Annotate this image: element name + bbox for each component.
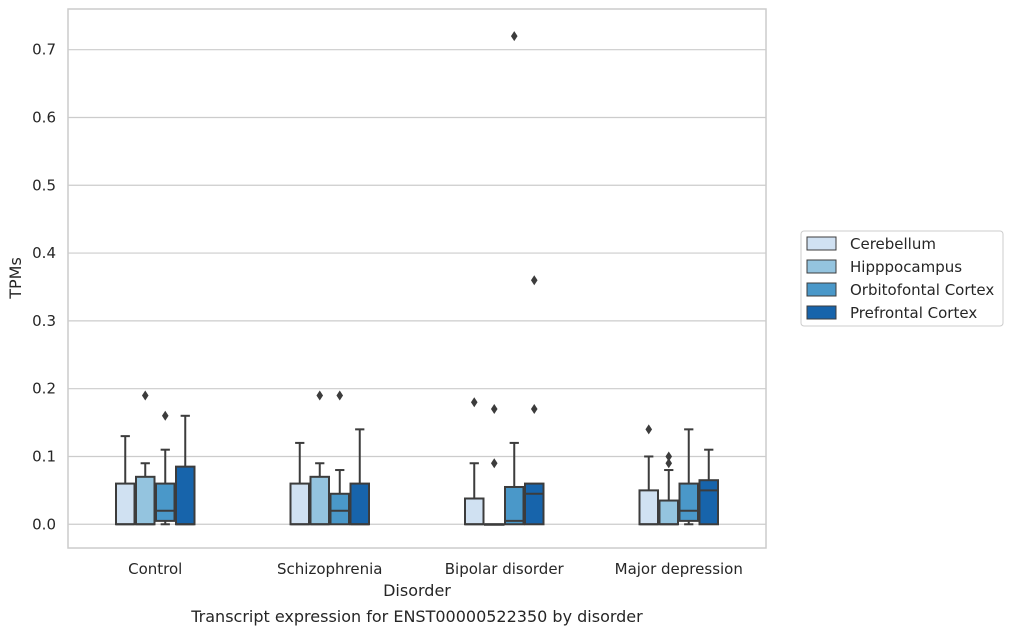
box-body — [504, 485, 525, 526]
y-axis-title: TPMs — [6, 257, 25, 300]
legend-items: Cerebellum Hipppocampus Orbitofontal Corte… — [806, 235, 994, 322]
box-body — [329, 492, 350, 526]
x-tick-label: Schizophrenia — [277, 560, 382, 578]
box-body — [115, 482, 136, 526]
legend-label: Prefrontal Cortex — [850, 304, 977, 322]
y-tick-label: 0.4 — [32, 244, 56, 262]
legend: Cerebellum Hipppocampus Orbitofontal Corte… — [800, 230, 1004, 327]
legend-frame — [800, 230, 1004, 327]
box-element — [638, 424, 659, 526]
legend-label: Orbitofontal Cortex — [850, 281, 994, 299]
outlier-point — [470, 397, 478, 408]
x-axis-title: Disorder — [383, 581, 451, 600]
legend-swatch — [806, 282, 837, 297]
chart-caption: Transcript expression for ENST0000052235… — [190, 607, 643, 626]
outlier-point — [336, 390, 344, 401]
box-element — [504, 31, 525, 526]
box-element — [309, 390, 330, 526]
y-tick-label: 0.5 — [32, 176, 56, 194]
y-tick-label: 0.0 — [32, 515, 56, 533]
outlier-point — [530, 404, 538, 415]
box-body — [155, 482, 176, 522]
outlier-point — [665, 458, 673, 469]
y-tick-label: 0.3 — [32, 312, 56, 330]
outlier-point — [665, 451, 673, 462]
box-element — [698, 448, 719, 526]
box-element — [484, 404, 505, 526]
outlier-point — [141, 390, 149, 401]
y-tick-label: 0.2 — [32, 380, 56, 398]
box-element — [329, 390, 350, 526]
legend-label: Cerebellum — [850, 235, 936, 253]
box-body — [175, 465, 196, 526]
box-body — [309, 475, 330, 526]
x-tick-labels: Control Schizophrenia Bipolar disorder Majo… — [128, 560, 743, 578]
x-tick-label: Control — [128, 560, 182, 578]
outlier-point — [316, 390, 324, 401]
outlier-point — [645, 424, 653, 435]
box-element — [349, 428, 370, 526]
box-element — [135, 390, 156, 526]
box-element — [115, 435, 136, 526]
box-body — [698, 479, 719, 526]
outlier-point — [490, 458, 498, 469]
y-tick-labels: 0.0 0.1 0.2 0.3 0.4 0.5 0.6 0.7 — [32, 41, 56, 534]
boxes — [115, 31, 719, 526]
outlier-point — [530, 275, 538, 286]
legend-swatch — [806, 236, 837, 251]
x-tick-label: Major depression — [615, 560, 743, 578]
outlier-point — [490, 404, 498, 415]
box-body — [464, 497, 485, 526]
outlier-point — [510, 31, 518, 42]
box-body — [289, 482, 310, 526]
legend-label: Hipppocampus — [850, 258, 962, 276]
y-tick-label: 0.6 — [32, 108, 56, 126]
legend-swatch — [806, 305, 837, 320]
box-element — [289, 441, 310, 526]
box-element — [464, 397, 485, 526]
legend-swatch — [806, 259, 837, 274]
box-element — [524, 275, 545, 526]
box-body — [524, 482, 545, 526]
x-tick-label: Bipolar disorder — [445, 560, 565, 578]
box-body — [678, 482, 699, 522]
y-tick-label: 0.1 — [32, 447, 56, 465]
box-element — [658, 451, 679, 526]
box-body — [135, 475, 156, 526]
box-body — [349, 482, 370, 526]
box-element — [175, 414, 196, 526]
y-tick-label: 0.7 — [32, 41, 56, 59]
box-element — [678, 428, 699, 526]
plot-area — [67, 8, 767, 549]
box-body — [658, 499, 679, 526]
box-body — [638, 489, 659, 526]
outlier-point — [161, 410, 169, 421]
box-element — [155, 410, 176, 526]
